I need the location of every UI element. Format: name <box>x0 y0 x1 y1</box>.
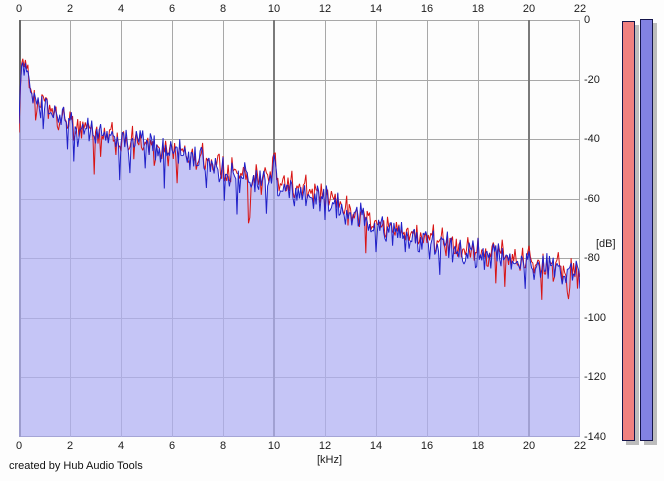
x-tick-label: 4 <box>117 440 125 452</box>
x-tick-label: 16 <box>420 440 434 452</box>
x-tick-label: 14 <box>369 440 383 452</box>
y-tick-label: -100 <box>584 311 607 324</box>
x-tick-label: 6 <box>168 440 176 452</box>
spectrum-plot <box>19 20 580 437</box>
x-tick-label: 0 <box>15 440 23 452</box>
level-meter-blue <box>640 19 653 441</box>
x-tick-label: 2 <box>66 3 74 15</box>
x-tick-label: 8 <box>219 440 227 452</box>
x-tick-label: 2 <box>66 440 74 452</box>
credit-text: created by Hub Audio Tools <box>9 460 143 472</box>
y-tick-label: -20 <box>584 73 600 86</box>
x-tick-label: 12 <box>318 3 332 15</box>
y-tick-label: 0 <box>584 14 591 26</box>
x-tick-label: 10 <box>267 440 281 452</box>
y-tick-label: -120 <box>584 371 607 384</box>
x-tick-label: 20 <box>522 3 536 15</box>
x-tick-label: 20 <box>522 440 536 452</box>
x-tick-label: 16 <box>420 3 434 15</box>
x-tick-label: 8 <box>219 3 227 15</box>
plot-area <box>19 20 580 437</box>
x-tick-label: 10 <box>267 3 281 15</box>
db-axis-label: [dB] <box>596 238 616 250</box>
x-tick-label: 14 <box>369 3 383 15</box>
x-tick-label: 22 <box>573 3 587 15</box>
y-tick-label: -40 <box>584 133 600 146</box>
x-tick-label: 18 <box>471 3 485 15</box>
x-tick-label: 0 <box>15 3 23 15</box>
y-tick-label: -80 <box>584 252 600 265</box>
level-meter-red <box>622 21 635 441</box>
x-tick-label: 4 <box>117 3 125 15</box>
x-tick-label: 12 <box>318 440 332 452</box>
khz-axis-label: [kHz] <box>317 454 343 466</box>
x-tick-label: 22 <box>573 440 587 452</box>
x-tick-label: 18 <box>471 440 485 452</box>
y-tick-label: -60 <box>584 192 600 205</box>
x-tick-label: 6 <box>168 3 176 15</box>
y-tick-label: -140 <box>584 431 607 443</box>
